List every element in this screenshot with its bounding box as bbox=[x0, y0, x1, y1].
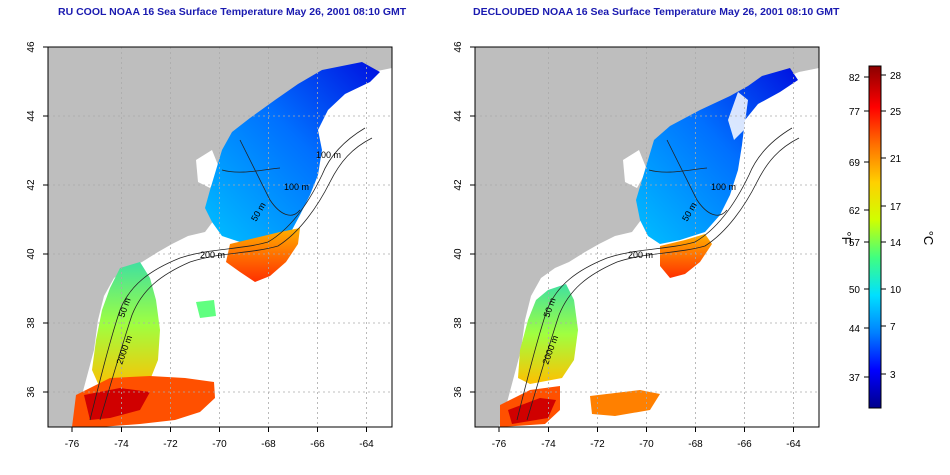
left-x-tick-label: -76 bbox=[65, 439, 80, 450]
right-y-tick-label: 46 bbox=[453, 41, 464, 53]
right-x-tick-label: -68 bbox=[688, 439, 703, 450]
left-sst-shelf bbox=[226, 228, 300, 282]
left-x-tick-label: -74 bbox=[114, 439, 129, 450]
right-sst-shelf bbox=[660, 234, 712, 278]
left-y-tick-label: 36 bbox=[26, 386, 37, 398]
right-y-tick-label: 40 bbox=[453, 248, 464, 260]
colorbar-c-tick: 10 bbox=[890, 285, 902, 296]
colorbar-c-tick: 21 bbox=[890, 154, 902, 165]
colorbar-f-tick: 62 bbox=[849, 206, 861, 217]
colorbar-c-tick: 7 bbox=[890, 322, 896, 333]
left-x-tick-label: -66 bbox=[310, 439, 325, 450]
right-map-title: DECLOUDED NOAA 16 Sea Surface Temperatur… bbox=[473, 6, 840, 18]
right-x-tick-label: -76 bbox=[492, 439, 507, 450]
right-sst-gulf-of-maine bbox=[636, 68, 798, 244]
right-x-tick-label: -64 bbox=[786, 439, 801, 450]
left-contour-label: 200 m bbox=[200, 250, 225, 260]
right-x-tick-label: -74 bbox=[541, 439, 556, 450]
right-land bbox=[475, 47, 819, 427]
left-contour-label: 100 m bbox=[284, 182, 309, 192]
left-land bbox=[48, 47, 392, 427]
right-contour-label: 200 m bbox=[628, 250, 653, 260]
left-sst-mid-atlantic bbox=[92, 262, 160, 388]
right-y-tick-label: 38 bbox=[453, 317, 464, 329]
colorbar-f-tick: 69 bbox=[849, 158, 861, 169]
colorbar-celsius-label: °C bbox=[921, 231, 936, 246]
right-y-tick-label: 42 bbox=[453, 179, 464, 191]
colorbar-gradient bbox=[868, 65, 882, 409]
left-y-tick-label: 42 bbox=[26, 179, 37, 191]
colorbar-c-tick: 25 bbox=[890, 107, 902, 118]
left-x-tick-label: -64 bbox=[359, 439, 374, 450]
colorbar-c-tick: 17 bbox=[890, 202, 902, 213]
colorbar-fahrenheit-label: °F bbox=[839, 231, 854, 244]
left-y-tick-label: 38 bbox=[26, 317, 37, 329]
left-y-tick-label: 44 bbox=[26, 110, 37, 122]
right-x-tick-label: -66 bbox=[737, 439, 752, 450]
left-x-tick-label: -72 bbox=[163, 439, 178, 450]
colorbar-f-tick: 50 bbox=[849, 285, 861, 296]
left-map: 100 m 100 m 50 m 200 m 50 m 2000 m -76 -… bbox=[26, 41, 393, 450]
colorbar-f-tick: 57 bbox=[849, 238, 861, 249]
left-y-tick-label: 40 bbox=[26, 248, 37, 260]
colorbar-c-tick: 28 bbox=[890, 71, 902, 82]
right-x-tick-label: -70 bbox=[639, 439, 654, 450]
left-sst-gulf-of-maine bbox=[205, 62, 380, 242]
colorbar-c-tick: 14 bbox=[890, 238, 902, 249]
right-x-tick-label: -72 bbox=[590, 439, 605, 450]
colorbar-f-tick: 82 bbox=[849, 73, 861, 84]
right-map: 100 m 50 m 200 m 50 m 2000 m -76 -74 -72… bbox=[453, 41, 820, 450]
right-y-tick-label: 36 bbox=[453, 386, 464, 398]
colorbar: 82 77 69 62 57 50 44 37 28 25 21 17 14 1… bbox=[839, 65, 936, 409]
colorbar-f-tick: 37 bbox=[849, 373, 861, 384]
right-contour-label: 100 m bbox=[711, 182, 736, 192]
colorbar-f-tick: 44 bbox=[849, 324, 861, 335]
left-map-title: RU COOL NOAA 16 Sea Surface Temperature … bbox=[58, 6, 407, 18]
left-x-tick-label: -70 bbox=[212, 439, 227, 450]
colorbar-c-tick: 3 bbox=[890, 370, 896, 381]
left-contour-label: 100 m bbox=[316, 150, 341, 160]
left-x-tick-label: -68 bbox=[261, 439, 276, 450]
colorbar-f-tick: 77 bbox=[849, 107, 861, 118]
left-y-tick-label: 46 bbox=[26, 41, 37, 53]
right-y-tick-label: 44 bbox=[453, 110, 464, 122]
